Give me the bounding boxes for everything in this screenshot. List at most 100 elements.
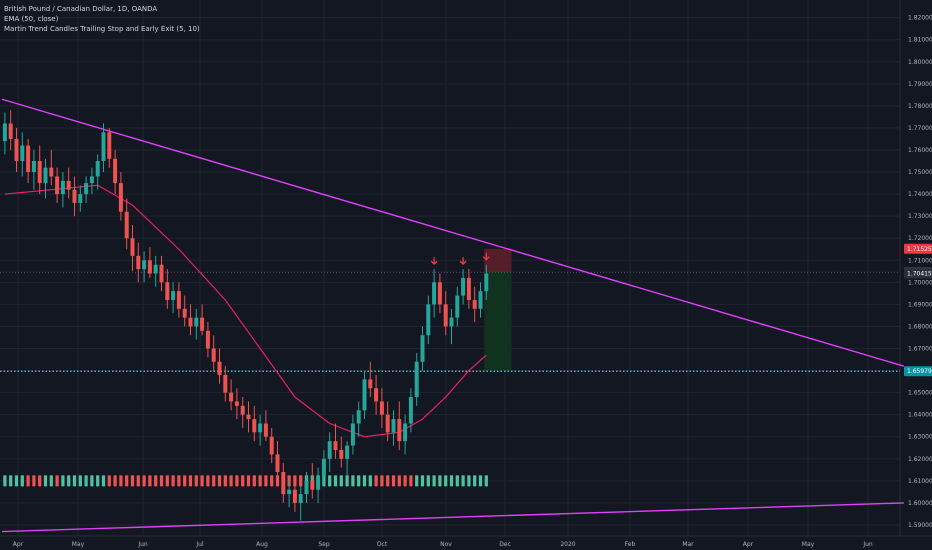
trend-bar xyxy=(241,475,245,487)
trend-bar xyxy=(397,475,401,487)
trend-bar xyxy=(136,475,140,487)
candle-body xyxy=(258,423,263,433)
trend-bar xyxy=(61,475,65,487)
candle-body xyxy=(229,392,234,402)
signal-arrow-icon xyxy=(482,252,490,261)
trend-bar xyxy=(78,475,82,487)
candle-body xyxy=(350,423,355,446)
x-tick-label: Aug xyxy=(256,541,268,548)
candle-body xyxy=(55,176,60,195)
candle-body xyxy=(211,348,216,362)
x-tick-label: Nov xyxy=(440,541,452,548)
price-tag xyxy=(904,268,932,279)
x-tick-label: Oct xyxy=(377,541,388,548)
trend-bar xyxy=(351,475,355,487)
trend-bar xyxy=(380,475,384,487)
candle-body xyxy=(37,161,42,184)
candle-body xyxy=(252,419,257,433)
candle-body xyxy=(281,472,286,495)
candle-body xyxy=(26,145,31,173)
trend-bar xyxy=(26,475,30,487)
candle-body xyxy=(385,414,390,433)
trend-bar xyxy=(188,475,193,487)
trend-bar xyxy=(444,475,448,487)
candle-body xyxy=(171,291,176,300)
y-tick-label: 1.61000 xyxy=(908,478,932,485)
candle-body xyxy=(31,161,36,173)
x-tick-label: Mar xyxy=(682,541,694,548)
candle-body xyxy=(292,489,297,503)
trend-bar xyxy=(438,475,442,487)
price-tag-label: 1.70415 xyxy=(907,271,932,278)
legend-ema[interactable]: EMA (50, close) xyxy=(4,15,59,23)
trend-bar xyxy=(473,475,477,487)
trend-bar xyxy=(101,475,106,487)
trend-bar xyxy=(223,475,227,487)
trend-bar xyxy=(130,475,135,487)
candle-body xyxy=(287,489,292,495)
trend-bar xyxy=(374,475,378,487)
trend-bar xyxy=(229,475,233,487)
trend-bar xyxy=(333,475,338,487)
candle-body xyxy=(368,379,373,389)
y-tick-label: 1.81000 xyxy=(908,37,932,44)
legend-indicator[interactable]: Martin Trend Candles Trailing Stop and E… xyxy=(4,25,200,33)
trend-bar xyxy=(339,475,343,487)
trend-bar xyxy=(246,475,251,487)
candle-body xyxy=(223,374,228,393)
candle-body xyxy=(136,255,141,270)
candle-body xyxy=(101,132,106,162)
candle-body xyxy=(379,401,384,415)
y-tick-label: 1.74000 xyxy=(908,191,932,198)
candle-body xyxy=(333,441,338,450)
x-tick-label: Feb xyxy=(625,541,636,548)
price-tag-label: 1.71525 xyxy=(907,246,932,253)
trend-bar xyxy=(96,475,100,487)
candle-body xyxy=(142,260,147,270)
x-tick-label: 2020 xyxy=(560,541,575,548)
trend-bar xyxy=(159,475,164,487)
lower-trendline xyxy=(1,502,904,533)
trend-bar xyxy=(409,475,413,487)
candle-body xyxy=(275,454,280,473)
y-tick-label: 1.79000 xyxy=(908,81,932,88)
y-tick-label: 1.68000 xyxy=(908,323,932,330)
price-tag xyxy=(904,366,932,377)
trend-bar xyxy=(212,475,216,487)
trend-bar xyxy=(84,475,88,487)
candle-body xyxy=(269,436,274,455)
trend-bar xyxy=(467,475,471,487)
x-tick-label: Sep xyxy=(318,541,330,548)
trend-bar xyxy=(90,475,94,487)
candle-body xyxy=(78,194,83,203)
trend-bar xyxy=(32,475,36,487)
signal-arrow-icon xyxy=(430,257,438,266)
trend-bar xyxy=(270,475,274,487)
candle-body xyxy=(182,308,187,318)
x-tick-label: May xyxy=(72,541,85,548)
trend-bar xyxy=(38,475,42,487)
trend-bar xyxy=(200,475,204,487)
trend-bar xyxy=(426,475,430,487)
candle-body xyxy=(345,445,350,459)
candle-body xyxy=(420,335,425,362)
candle-body xyxy=(403,423,408,442)
price-tag-label: 1.65979 xyxy=(907,368,932,375)
y-tick-label: 1.77000 xyxy=(908,125,932,132)
trend-bar xyxy=(165,475,169,487)
trend-bar xyxy=(449,475,454,487)
candle-body xyxy=(200,317,205,331)
candle-body xyxy=(461,277,466,296)
candle-body xyxy=(304,480,309,495)
candle-body xyxy=(130,238,135,256)
candle-body xyxy=(205,330,210,349)
legend-symbol[interactable]: British Pound / Canadian Dollar, 1D, OAN… xyxy=(4,5,158,13)
candle-body xyxy=(153,264,158,274)
candle-body xyxy=(176,291,181,309)
trend-bar xyxy=(72,475,77,487)
trend-bar xyxy=(299,475,303,487)
x-tick-label: May xyxy=(802,541,815,548)
trend-bar xyxy=(328,475,332,487)
y-tick-label: 1.69000 xyxy=(908,301,932,308)
